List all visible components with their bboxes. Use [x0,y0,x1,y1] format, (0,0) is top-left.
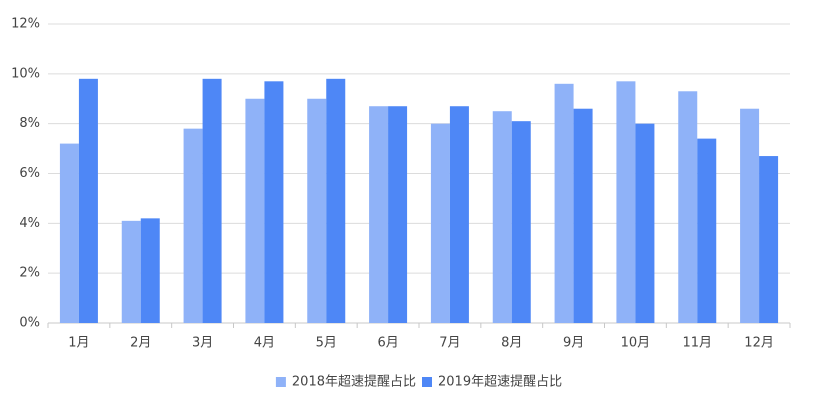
x-tick-label: 9月 [563,336,584,351]
y-tick-label: 10% [11,66,40,81]
bar [678,91,698,324]
y-tick-label: 12% [11,17,40,32]
bar [740,108,760,323]
bar [140,218,160,323]
bar [78,78,98,323]
legend-swatch [275,377,286,387]
y-tick-label: 6% [19,166,40,181]
bar [554,83,574,323]
bar [697,138,717,323]
bar [121,220,141,323]
bar [759,156,779,323]
bar [326,78,346,323]
y-tick-label: 8% [19,116,40,131]
bar [573,108,593,323]
x-tick-label: 7月 [439,336,460,351]
bar [369,106,389,323]
legend-swatch [422,377,432,387]
x-tick-label: 4月 [254,336,275,351]
bar [635,123,655,324]
x-tick-label: 1月 [68,336,89,351]
bar [511,121,531,323]
x-tick-label: 2月 [130,336,151,351]
bar [307,98,327,323]
bar [388,106,408,323]
legend-label: 2018年超速提醒占比 [292,374,416,390]
y-tick-label: 4% [19,216,40,231]
x-tick-label: 3月 [192,336,213,351]
x-tick-label: 6月 [377,336,398,351]
y-tick-label: 2% [19,266,40,281]
y-tick-label: 0% [19,316,40,331]
bar [59,143,79,323]
bar [202,78,222,323]
bar [245,98,265,323]
bar [616,81,636,323]
x-tick-label: 11月 [682,336,712,351]
bar [449,106,469,323]
x-tick-label: 8月 [501,336,522,351]
bar [183,128,203,323]
bar [430,123,450,324]
x-tick-label: 12月 [744,336,774,351]
legend-label: 2019年超速提醒占比 [438,374,562,390]
bar [264,81,284,323]
x-tick-label: 5月 [316,336,337,351]
x-tick-label: 10月 [621,336,651,351]
bar [492,111,512,323]
